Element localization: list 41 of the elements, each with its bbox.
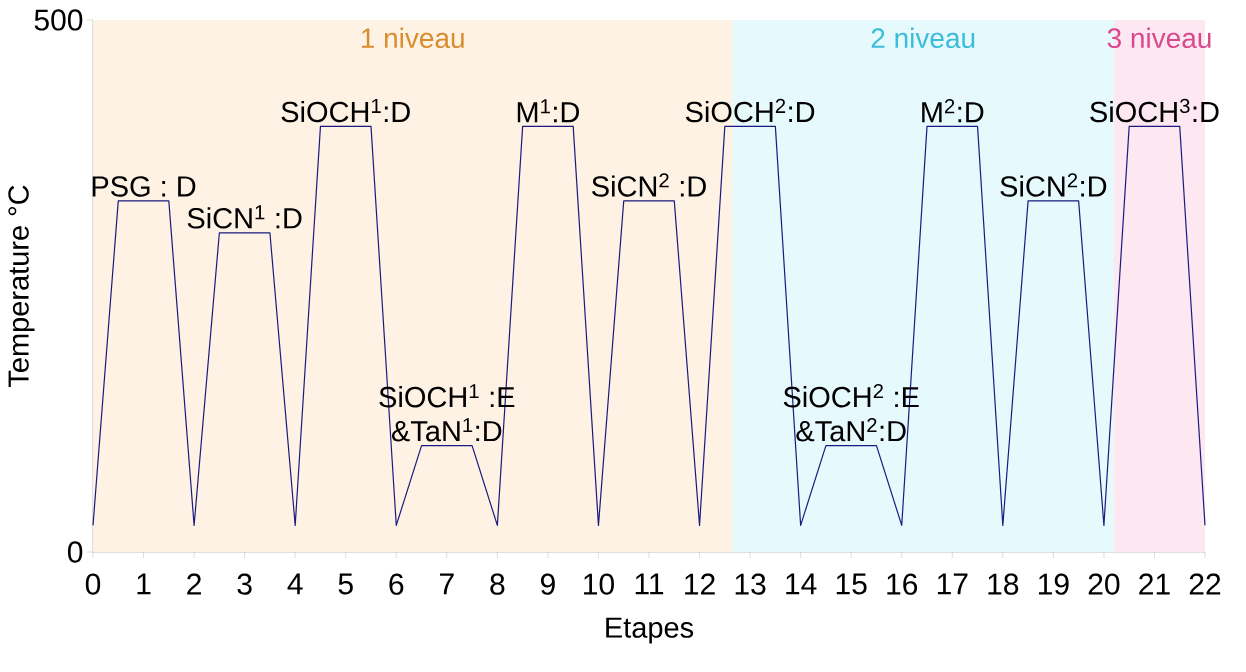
x-tick-label: 21 — [1139, 573, 1170, 595]
x-tick-label: 9 — [540, 573, 555, 595]
y-axis-title: Temperature °C — [8, 185, 35, 388]
x-tick-label: 13 — [735, 573, 766, 595]
x-tick-label: 15 — [836, 573, 867, 595]
band-label: 3 niveau — [1107, 27, 1211, 49]
x-tick-label: 19 — [1038, 573, 1069, 595]
x-tick-label: 6 — [389, 573, 404, 595]
x-tick-label: 1 — [137, 573, 151, 595]
annotation: PSG : D — [92, 176, 196, 197]
x-tick-label: 16 — [887, 573, 918, 595]
x-axis-title: Etapes — [606, 617, 694, 644]
x-tick-label: 0 — [85, 573, 101, 595]
annotation: SiOCH$^{1}$:D — [281, 98, 410, 123]
band-label: 1 niveau — [361, 27, 464, 49]
annotation: SiOCH$^{3}$:D — [1090, 98, 1219, 123]
x-tick-label: 14 — [786, 573, 817, 595]
annotation: SiCN$^{2}$:D — [1000, 173, 1107, 197]
annotation: SiCN$^{1}$ :D — [187, 205, 302, 229]
x-tick-label: 18 — [988, 573, 1019, 595]
x-tick-label: 8 — [490, 573, 505, 595]
annotation: &TaN$^{1}$:D — [391, 418, 502, 442]
x-tick-label: 20 — [1088, 573, 1120, 595]
x-tick-label: 5 — [338, 573, 353, 595]
x-tick-label: 12 — [685, 573, 715, 595]
x-tick-label: 22 — [1189, 573, 1221, 595]
annotation: M$^{1}$:D — [517, 99, 579, 123]
x-tick-label: 7 — [440, 573, 454, 595]
annotation: &TaN$^{2}$:D — [796, 417, 906, 442]
x-tick-label: 11 — [635, 573, 664, 595]
annotation: SiCN$^{2}$ :D — [592, 173, 706, 197]
x-tick-label: 17 — [937, 573, 968, 595]
annotation: M$^{2}$:D — [922, 98, 984, 123]
y-tick-label: 500 — [34, 9, 83, 31]
x-tick-label: 4 — [287, 573, 303, 595]
band-label: 2 niveau — [871, 27, 975, 49]
line-series — [92, 125, 1206, 526]
x-tick-label: 10 — [584, 573, 614, 595]
annotation: SiOCH$^{2}$:D — [685, 98, 815, 123]
x-tick-label: 3 — [237, 573, 252, 595]
x-tick-label: 2 — [187, 573, 201, 595]
